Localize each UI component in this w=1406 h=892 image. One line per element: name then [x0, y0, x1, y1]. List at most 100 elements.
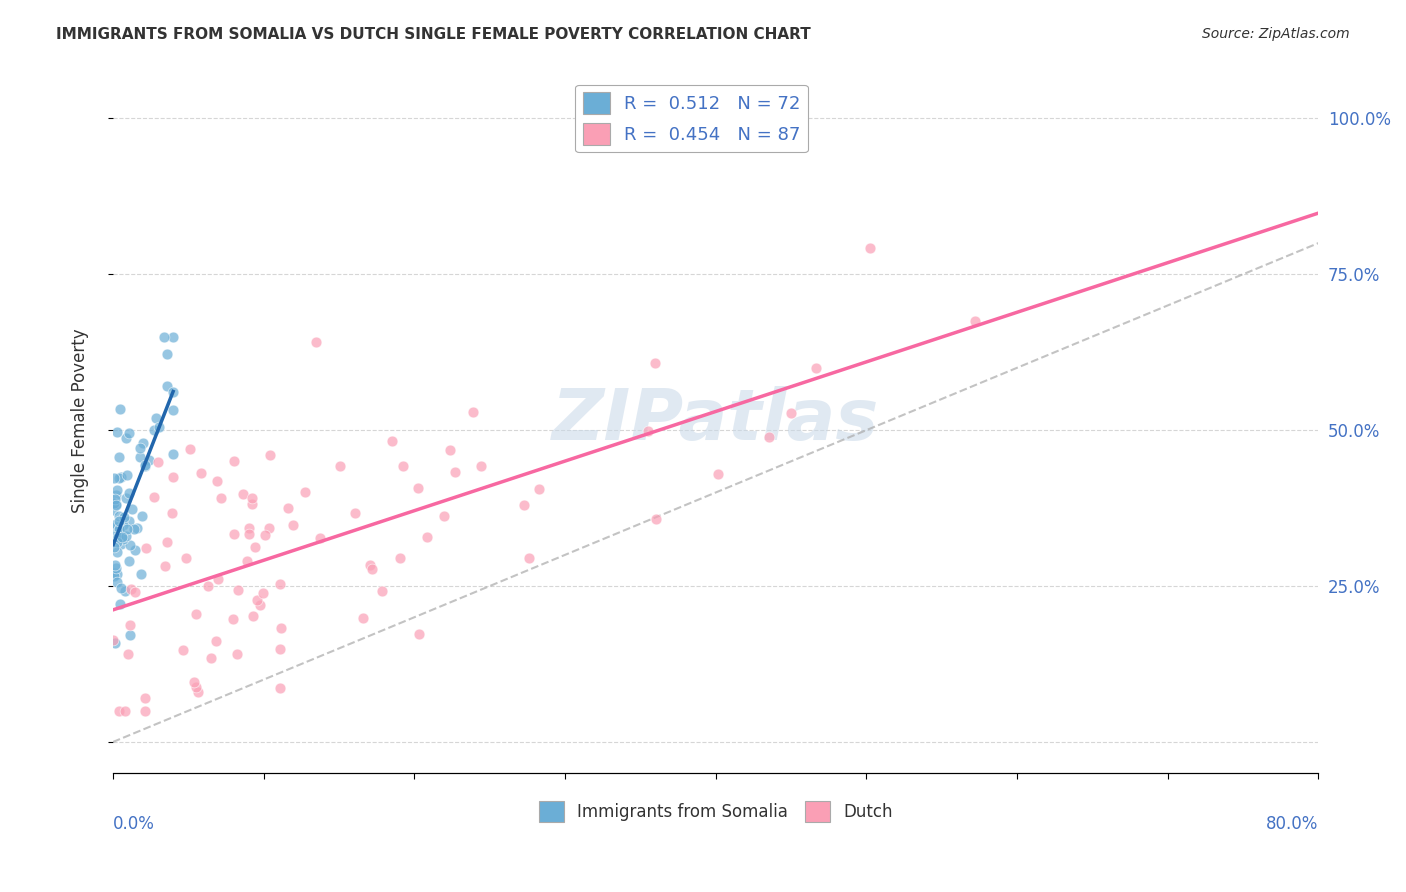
Point: [115, 431, 138, 445]
Point: [269, 681, 291, 695]
Point: [134, 458, 156, 472]
Point: [779, 407, 801, 421]
Point: [277, 501, 299, 516]
Point: [138, 453, 160, 467]
Point: [142, 423, 165, 437]
Point: [118, 554, 141, 568]
Point: [103, 540, 125, 554]
Point: [128, 442, 150, 456]
Point: [115, 529, 138, 543]
Point: [125, 520, 148, 534]
Point: [156, 378, 179, 392]
Point: [124, 584, 146, 599]
Point: [259, 521, 281, 535]
Point: [238, 521, 260, 535]
Point: [222, 611, 245, 625]
Point: [254, 528, 277, 542]
Point: [343, 506, 366, 520]
Point: [118, 426, 141, 441]
Point: [209, 491, 232, 505]
Point: [112, 509, 135, 524]
Point: [105, 567, 128, 582]
Point: [408, 627, 430, 641]
Point: [415, 530, 437, 544]
Point: [101, 632, 124, 647]
Point: [107, 530, 129, 544]
Text: IMMIGRANTS FROM SOMALIA VS DUTCH SINGLE FEMALE POVERTY CORRELATION CHART: IMMIGRANTS FROM SOMALIA VS DUTCH SINGLE …: [56, 27, 811, 42]
Legend: Immigrants from Somalia, Dutch: Immigrants from Somalia, Dutch: [531, 795, 898, 829]
Point: [103, 503, 125, 517]
Point: [153, 559, 176, 574]
Point: [105, 574, 128, 589]
Point: [105, 425, 128, 439]
Point: [644, 356, 666, 370]
Point: [104, 558, 127, 573]
Point: [134, 704, 156, 718]
Point: [142, 490, 165, 504]
Point: [131, 508, 153, 523]
Point: [103, 636, 125, 650]
Point: [439, 443, 461, 458]
Point: [129, 566, 152, 581]
Point: [309, 531, 332, 545]
Point: [104, 491, 127, 506]
Point: [461, 404, 484, 418]
Point: [225, 648, 247, 662]
Point: [134, 458, 156, 473]
Point: [758, 430, 780, 444]
Point: [108, 597, 131, 611]
Point: [197, 579, 219, 593]
Point: [204, 634, 226, 648]
Point: [162, 329, 184, 343]
Point: [162, 403, 184, 417]
Point: [118, 515, 141, 529]
Point: [513, 498, 536, 512]
Point: [115, 468, 138, 483]
Point: [232, 487, 254, 501]
Point: [108, 471, 131, 485]
Point: [259, 448, 281, 462]
Point: [152, 329, 174, 343]
Point: [392, 458, 415, 473]
Point: [103, 496, 125, 510]
Point: [186, 680, 208, 694]
Point: [110, 581, 132, 595]
Point: [117, 648, 139, 662]
Point: [242, 491, 264, 505]
Point: [105, 545, 128, 559]
Text: 0.0%: 0.0%: [112, 815, 155, 833]
Point: [270, 621, 292, 635]
Point: [105, 483, 128, 497]
Point: [228, 583, 250, 598]
Point: [252, 586, 274, 600]
Point: [108, 450, 131, 464]
Point: [470, 459, 492, 474]
Point: [146, 455, 169, 469]
Point: [103, 568, 125, 582]
Point: [103, 566, 125, 580]
Point: [104, 520, 127, 534]
Point: [156, 535, 179, 549]
Point: [269, 641, 291, 656]
Point: [242, 608, 264, 623]
Point: [246, 592, 269, 607]
Point: [249, 598, 271, 612]
Point: [186, 607, 208, 622]
Point: [162, 385, 184, 400]
Point: [529, 482, 551, 496]
Point: [371, 584, 394, 599]
Point: [107, 704, 129, 718]
Point: [103, 528, 125, 542]
Point: [145, 411, 167, 425]
Point: [104, 498, 127, 512]
Point: [965, 314, 987, 328]
Point: [112, 518, 135, 533]
Point: [132, 436, 155, 450]
Point: [804, 361, 827, 376]
Point: [162, 470, 184, 484]
Point: [389, 551, 412, 566]
Point: [645, 511, 668, 525]
Point: [122, 522, 145, 536]
Point: [134, 691, 156, 706]
Point: [707, 467, 730, 481]
